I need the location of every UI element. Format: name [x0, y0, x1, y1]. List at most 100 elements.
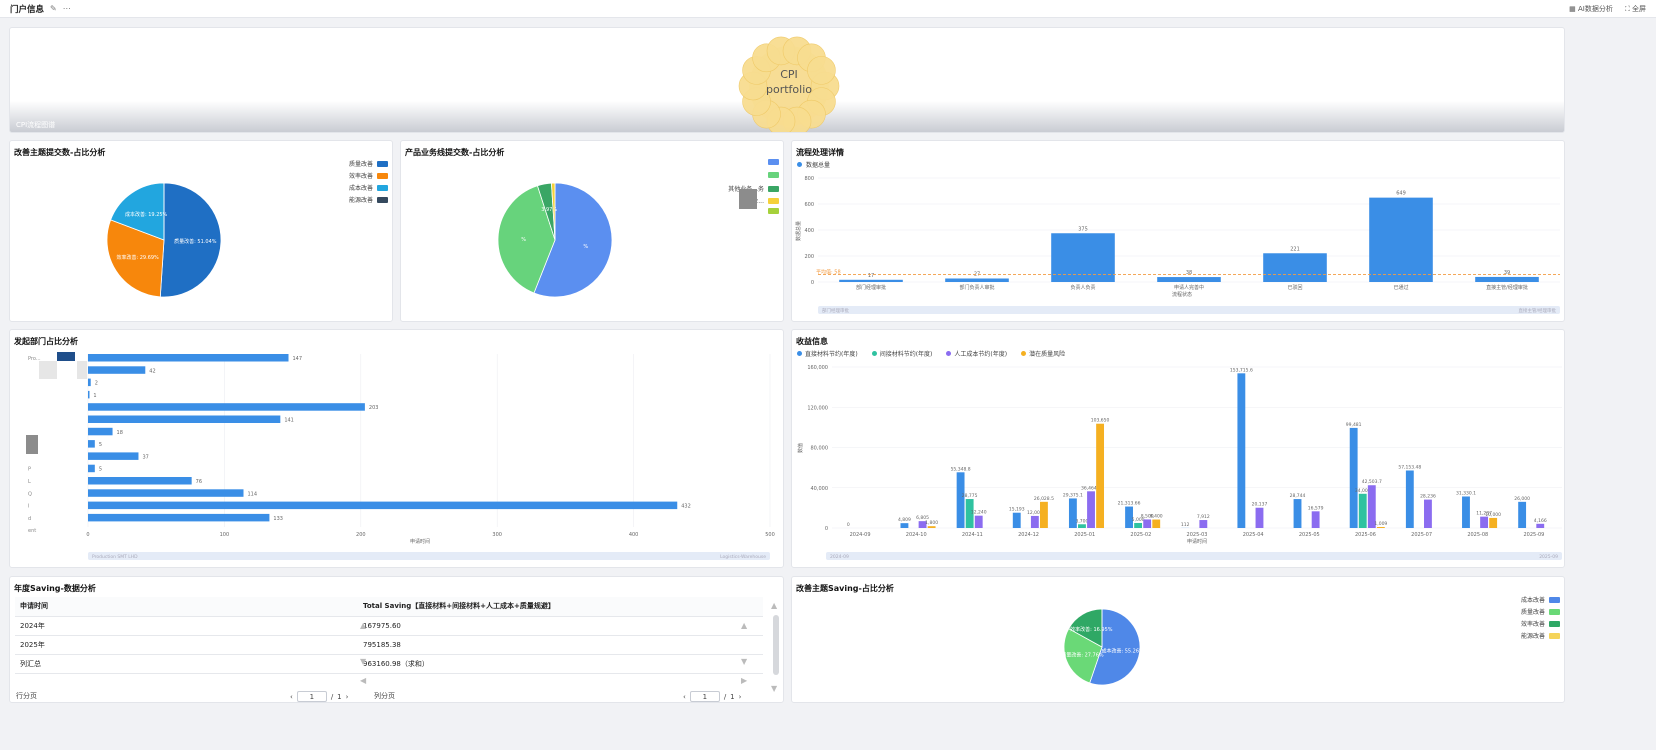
legend-item[interactable] — [768, 159, 779, 165]
table-row[interactable]: 列汇总 963160.98（求和） — [15, 654, 763, 674]
vertical-scrollbar[interactable] — [773, 615, 779, 675]
legend-item[interactable]: 潜在质量风险 — [1021, 349, 1065, 358]
page-input[interactable]: 1 — [296, 691, 327, 702]
bar — [88, 501, 678, 510]
scroll-down-icon[interactable]: ▼ — [741, 657, 748, 666]
flower-petal — [807, 56, 836, 85]
legend-item[interactable]: 能源改善 — [349, 195, 388, 204]
prev-page-icon[interactable]: ‹ — [290, 692, 293, 701]
legend-item[interactable]: 人工成本节约(年度) — [946, 349, 1007, 358]
saving-topic-panel: 改善主题Saving-占比分析 成本改善: 55.26% 质量改善: 27.76%… — [791, 576, 1565, 703]
column-header[interactable]: 申请时间 — [15, 597, 358, 617]
data-label: 114 — [247, 491, 257, 497]
data-label: 8,400 — [1150, 514, 1163, 520]
legend-item[interactable]: 直接材料节约(年度) — [797, 349, 858, 358]
legend-item[interactable]: 效率改善 — [1521, 619, 1560, 628]
fullscreen-button[interactable]: ⛶ 全屏 — [1624, 4, 1646, 13]
legend-item[interactable] — [768, 172, 779, 178]
col-pager: 列分页 — [374, 691, 395, 701]
legend-item[interactable]: 数据总量 — [797, 160, 830, 169]
y-tick-label: P — [28, 467, 31, 473]
scroll-down-icon[interactable]: ▼ — [771, 684, 778, 693]
legend-item[interactable]: 能源改善 — [1521, 631, 1560, 640]
x-tick-label: 直接主管/经理审批 — [1486, 284, 1528, 291]
scroll-down-icon[interactable]: ▼ — [360, 657, 367, 666]
legend-swatch — [1549, 596, 1560, 603]
data-label: 8,500 — [1141, 513, 1154, 519]
next-page-icon[interactable]: › — [738, 692, 742, 701]
x-tick-label: 2025-03 — [1187, 532, 1208, 538]
bar — [965, 499, 974, 528]
legend-dot — [946, 351, 952, 356]
x-tick-label: 2024-09 — [850, 532, 871, 538]
bar — [88, 427, 113, 436]
scroll-right-icon[interactable]: ▶ — [741, 676, 748, 685]
legend-label: 能源改善 — [1520, 633, 1545, 640]
data-label: 26,000 — [1514, 496, 1530, 502]
legend-label: 效率改善 — [1520, 621, 1545, 628]
data-label: 5 — [99, 467, 102, 473]
legend-item[interactable]: 效率改善 — [349, 171, 388, 180]
pie-slice — [106, 219, 165, 298]
bar — [1152, 519, 1161, 528]
legend-item[interactable] — [768, 208, 779, 214]
data-label: 203 — [369, 405, 379, 411]
y-tick-label: 0 — [811, 280, 814, 286]
scroll-up-icon[interactable]: ▲ — [360, 621, 367, 630]
data-label: 29,375.1 — [1063, 492, 1083, 498]
improve-topic-pie: 质量改善: 51.04% 效率改善: 29.69% 成本改善: 19.25% — [106, 182, 222, 298]
more-icon[interactable]: ⋯ — [62, 4, 71, 13]
data-label: 18 — [117, 430, 123, 436]
legend-item[interactable]: 间接材料节约(年度) — [871, 349, 932, 358]
scroll-up-icon[interactable]: ▲ — [771, 601, 778, 610]
data-label: 1,800 — [925, 520, 938, 526]
data-label: 37 — [142, 454, 148, 460]
legend-swatch — [1549, 632, 1560, 639]
table-row[interactable]: 2024年 167975.60 — [15, 616, 763, 636]
bar — [1030, 515, 1039, 528]
bar — [956, 472, 965, 528]
x-tick-label: 2025-06 — [1355, 532, 1376, 538]
legend-item[interactable]: 质量改善 — [349, 159, 388, 168]
prev-page-icon[interactable]: ‹ — [683, 692, 686, 701]
slice-label: 3.97% — [541, 207, 557, 213]
legend-item[interactable]: 质量改善 — [1521, 607, 1560, 616]
table-cell: 列汇总 — [15, 654, 358, 674]
x-tick-label: 2024-12 — [1018, 532, 1039, 538]
table-row[interactable]: 2025年 795185.38 — [15, 635, 763, 655]
pencil-icon[interactable]: ✎ — [50, 4, 57, 13]
data-label: 3,700 — [1076, 518, 1089, 524]
next-page-icon[interactable]: › — [345, 692, 349, 701]
bar — [1480, 516, 1489, 528]
data-label: 42 — [149, 368, 155, 374]
legend-swatch — [1549, 608, 1560, 615]
slice-label: 成本改善: 55.26% — [1101, 647, 1144, 654]
flow-details-panel: 流程处理详情 数据总量 0 200 400 600 800 17 部门经理审批 27 部门负责人… — [791, 140, 1565, 322]
ai-analysis-button[interactable]: ▦ AI数据分析 — [1569, 4, 1613, 13]
bar — [1358, 493, 1367, 528]
page-input[interactable]: 1 — [689, 691, 720, 702]
legend-swatch — [768, 172, 779, 178]
ai-analysis-label: AI数据分析 — [1578, 4, 1613, 13]
product-line-panel: 产品业务线提交数-占比分析 %%3.97% 其他业务...务 业... — [400, 140, 784, 322]
column-header[interactable]: Total Saving【直接材料+间接材料+人工成本+质量规避】 — [358, 597, 763, 617]
bar — [1376, 526, 1385, 528]
x-tick-label: 0 — [86, 532, 89, 538]
legend-swatch — [377, 184, 388, 191]
scroll-up-icon[interactable]: ▲ — [741, 621, 748, 630]
x-tick-label: 2024-11 — [962, 532, 983, 538]
saving-table-panel: 年度Saving-数据分析 申请时间 Total Saving【直接材料+间接材… — [9, 576, 784, 703]
redaction-block — [26, 435, 38, 454]
y-tick-label: 600 — [804, 202, 814, 208]
data-label: 28,236 — [1420, 494, 1436, 500]
y-axis-label: 数值 — [797, 443, 804, 453]
table-cell: 2025年 — [15, 635, 358, 655]
scroll-left-icon[interactable]: ◀ — [360, 676, 367, 685]
legend-item[interactable]: 成本改善 — [349, 183, 388, 192]
table-cell: 963160.98（求和） — [358, 654, 763, 674]
bar — [88, 489, 244, 497]
legend-item[interactable]: 业... — [752, 196, 779, 205]
panel-title: 改善主题提交数-占比分析 — [14, 148, 106, 157]
bar — [88, 403, 365, 411]
legend-item[interactable]: 成本改善 — [1521, 595, 1560, 604]
